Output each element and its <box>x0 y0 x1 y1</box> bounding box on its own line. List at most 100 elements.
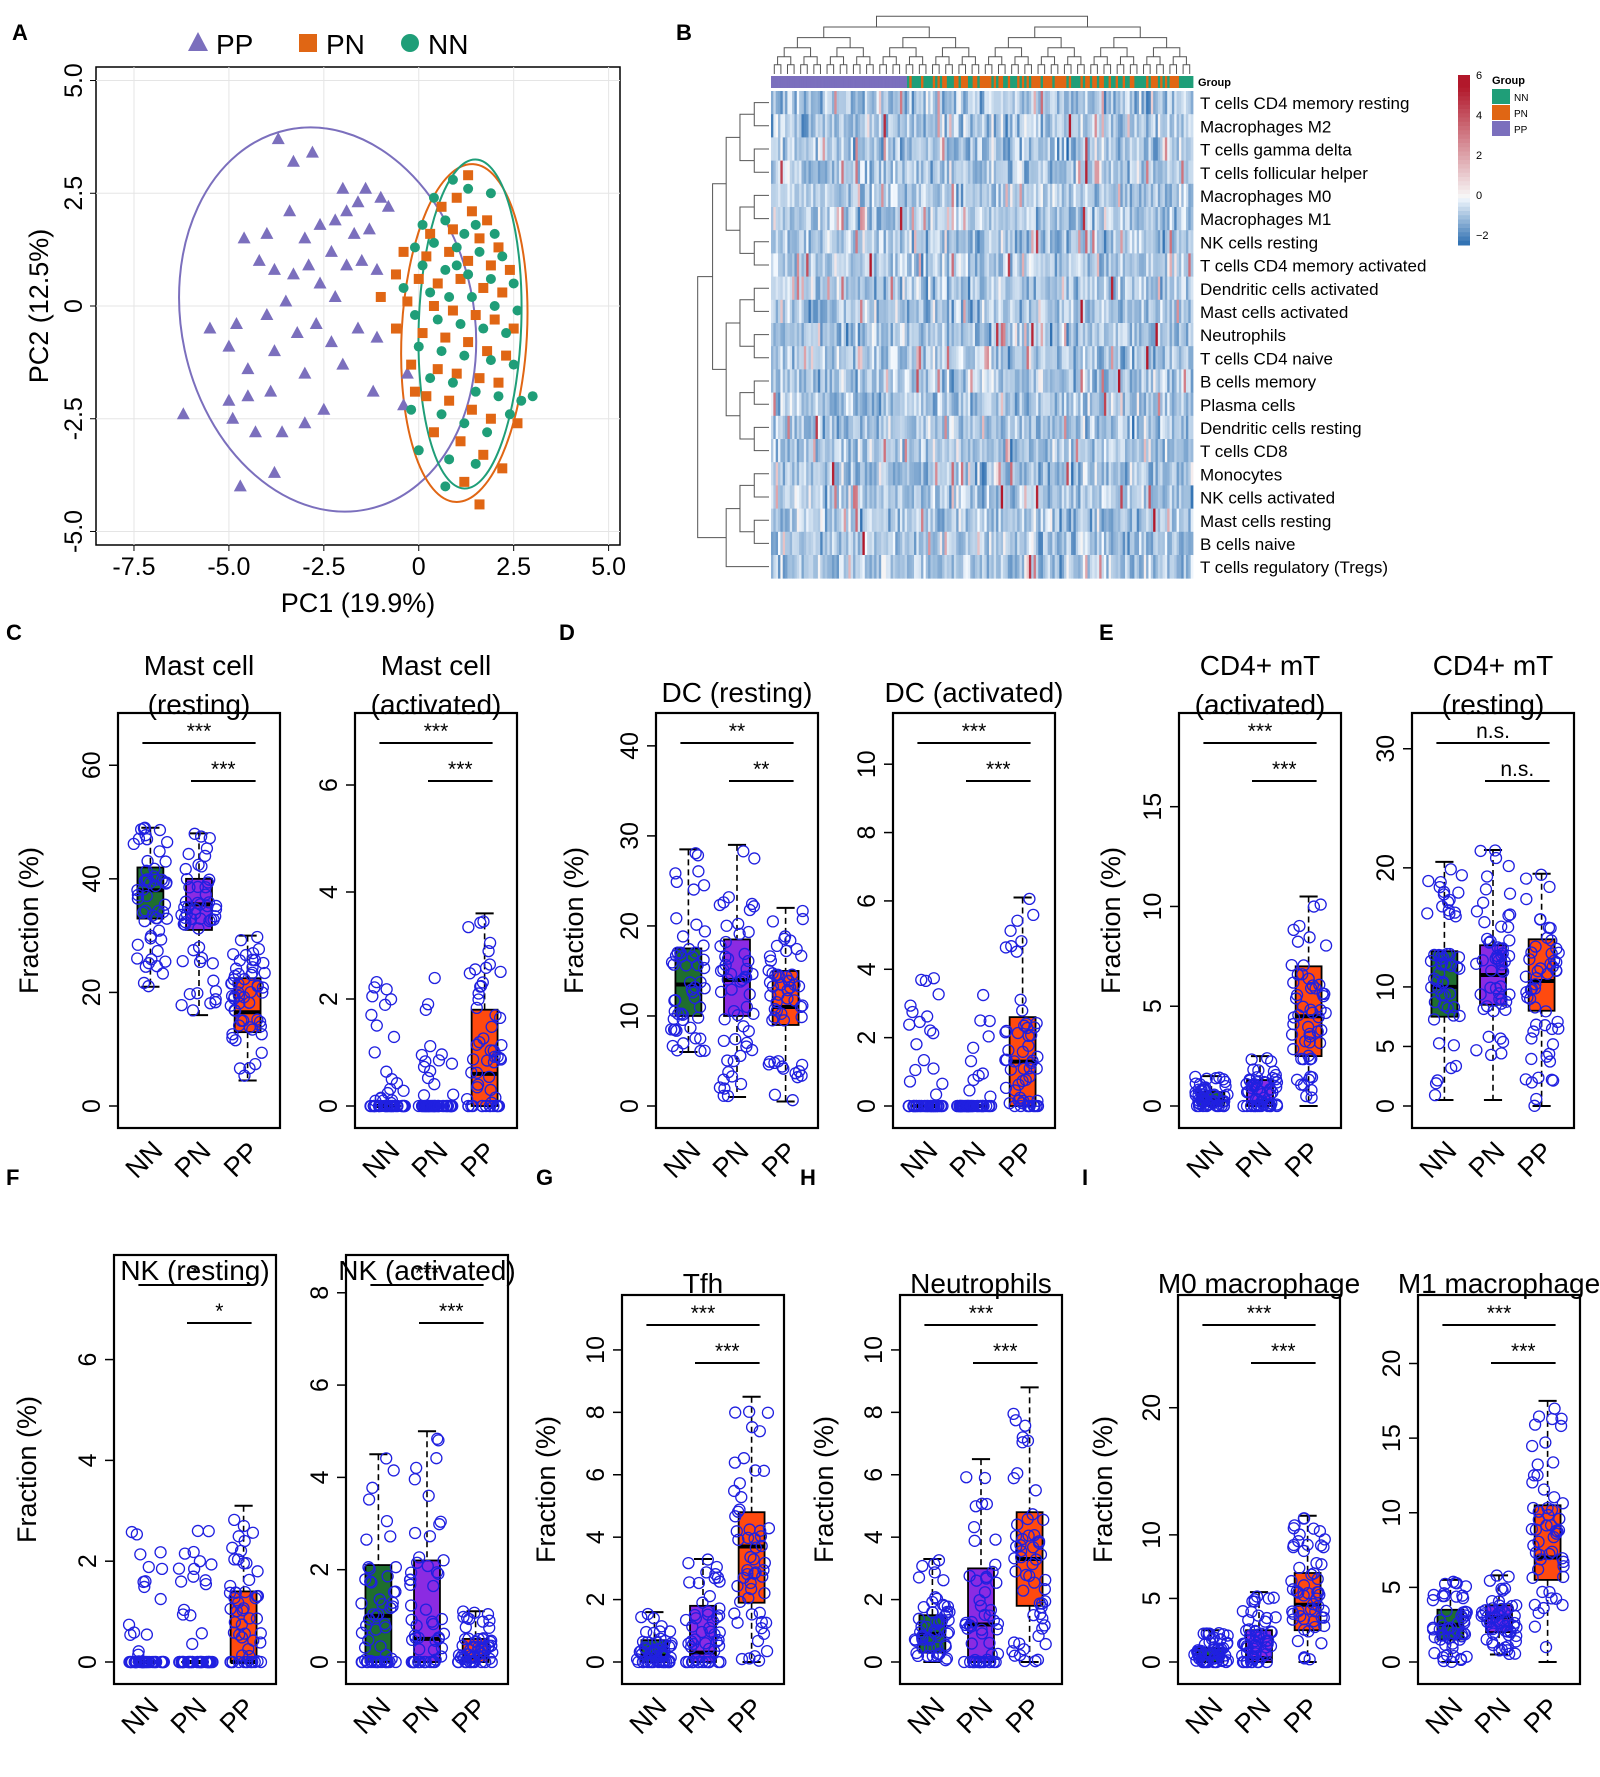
heatmap-cell <box>953 299 957 324</box>
heatmap-cell <box>1014 114 1018 138</box>
heatmap-cell <box>817 183 821 208</box>
heatmap-cell <box>1066 160 1070 185</box>
heatmap-cell <box>956 415 959 440</box>
heatmap-cell <box>1143 485 1147 509</box>
heatmap-cell <box>867 555 870 579</box>
heatmap-cell <box>956 555 959 579</box>
heatmap-cell <box>902 253 906 277</box>
significance-label: ** <box>753 758 769 781</box>
heatmap-cell <box>841 137 845 161</box>
heatmap-cell <box>909 160 913 185</box>
heatmap-cell <box>1047 415 1051 440</box>
heatmap-cell <box>815 323 819 347</box>
heatmap-cell <box>1185 392 1189 417</box>
data-point <box>746 967 759 981</box>
heatmap-cell <box>1101 508 1105 533</box>
heatmap-cell <box>1190 346 1194 370</box>
data-point <box>385 1073 398 1086</box>
heatmap-cell <box>1049 392 1053 417</box>
heatmap-cell <box>1122 253 1126 277</box>
heatmap-cell <box>1132 276 1135 301</box>
heatmap-cell <box>815 207 819 231</box>
group-annotation-cell <box>939 76 943 88</box>
heatmap-row-label: T cells gamma delta <box>1200 141 1352 160</box>
heatmap-cell <box>916 392 920 417</box>
point-pp <box>302 258 316 271</box>
data-point <box>183 881 196 894</box>
heatmap-cell <box>1054 369 1058 393</box>
heatmap-cell <box>998 276 1002 301</box>
heatmap-cell <box>939 160 943 185</box>
heatmap-cell <box>881 183 884 208</box>
heatmap-cell <box>932 114 936 138</box>
heatmap-cell <box>1075 183 1079 208</box>
heatmap-cell <box>1125 369 1128 393</box>
heatmap-cell <box>977 160 981 185</box>
heatmap-cell <box>841 346 845 370</box>
heatmap-cell <box>902 91 906 115</box>
heatmap-cell <box>1125 508 1128 533</box>
heatmap-cell <box>1169 230 1173 254</box>
x-tick-label: -2.5 <box>302 553 345 581</box>
heatmap-cell <box>1085 207 1088 231</box>
data-point <box>485 1020 498 1033</box>
heatmap-row-label: B cells memory <box>1200 373 1317 392</box>
heatmap-cell <box>1068 439 1072 463</box>
heatmap-cell <box>1047 462 1051 486</box>
heatmap-cell <box>1164 508 1168 533</box>
group-annotation-cell <box>963 76 966 88</box>
data-point <box>233 997 246 1010</box>
heatmap-cell <box>1110 369 1114 393</box>
color-scale-segment <box>1458 198 1470 203</box>
heatmap-cell <box>1064 299 1067 324</box>
heatmap-cell <box>958 253 962 277</box>
heatmap-cell <box>951 276 955 301</box>
heatmap-cell <box>794 230 798 254</box>
heatmap-cell <box>1000 323 1004 347</box>
heatmap-cell <box>1038 160 1042 185</box>
heatmap-cell <box>1052 137 1056 161</box>
heatmap-cell <box>775 299 779 324</box>
heatmap-cell <box>1092 485 1095 509</box>
heatmap-cell <box>1038 346 1042 370</box>
heatmap-cell <box>1120 299 1124 324</box>
heatmap-cell <box>984 137 988 161</box>
heatmap-cell <box>963 137 966 161</box>
heatmap-cell <box>831 114 835 138</box>
heatmap-cell <box>834 253 838 277</box>
heatmap-cell <box>850 183 854 208</box>
heatmap-cell <box>899 299 903 324</box>
group-annotation-cell <box>1132 76 1135 88</box>
heatmap-cell <box>1082 253 1086 277</box>
heatmap-cell <box>897 207 901 231</box>
data-point <box>246 947 260 960</box>
heatmap-cell <box>930 160 934 185</box>
heatmap-cell <box>1148 531 1152 556</box>
heatmap-cell <box>1157 439 1161 463</box>
heatmap-cell <box>914 207 917 231</box>
dendrogram-branch <box>803 56 818 65</box>
heatmap-cell <box>1031 415 1034 440</box>
heatmap-cell <box>782 485 786 509</box>
heatmap-cell <box>810 230 814 254</box>
heatmap-cell <box>1010 160 1013 185</box>
heatmap-cell <box>958 230 962 254</box>
heatmap-cell <box>834 137 838 161</box>
heatmap-cell <box>862 439 866 463</box>
heatmap-cell <box>773 369 777 393</box>
heatmap-cell <box>942 531 945 556</box>
heatmap-cell <box>1146 253 1149 277</box>
point-pp <box>317 402 331 415</box>
data-point <box>777 1062 790 1075</box>
box-pp <box>470 1008 499 1107</box>
heatmap-cell <box>1047 230 1051 254</box>
heatmap-cell <box>991 555 995 579</box>
heatmap-cell <box>834 323 838 347</box>
group-annotation-cell <box>1164 76 1168 88</box>
heatmap-cell <box>789 369 793 393</box>
heatmap-cell <box>778 299 781 324</box>
heatmap-cell <box>888 253 891 277</box>
heatmap-cell <box>810 299 814 324</box>
heatmap-cell <box>857 276 861 301</box>
heatmap-cell <box>785 415 788 440</box>
